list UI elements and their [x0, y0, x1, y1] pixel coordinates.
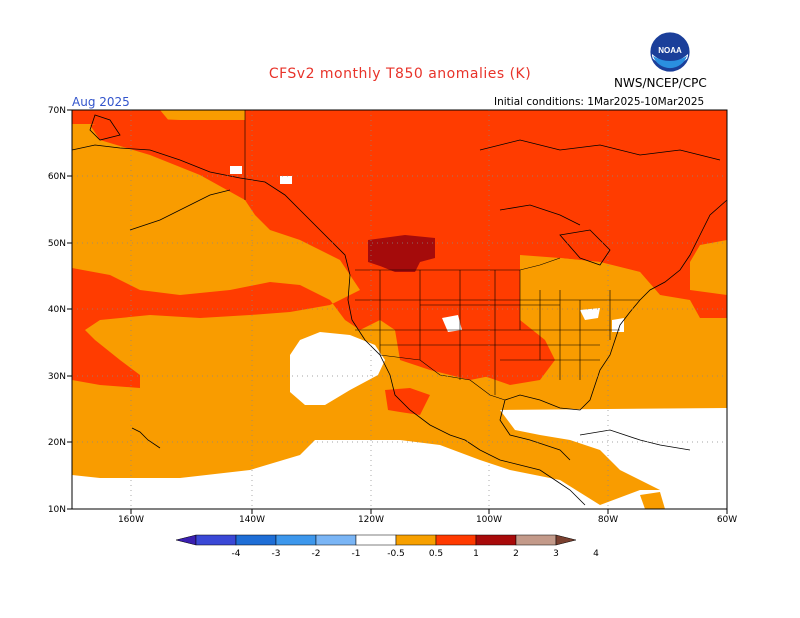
colorbar-tick-label: -3	[272, 549, 281, 559]
axis-ticks	[67, 109, 728, 514]
orange-spot-south-america	[640, 492, 665, 509]
hudson-bay-south	[559, 229, 611, 266]
chart-title: CFSv2 monthly T850 anomalies (K)	[268, 66, 532, 82]
colorbar-swatch	[315, 534, 357, 546]
noaa-logo: NOAA	[650, 32, 690, 72]
colorbar-swatch	[275, 534, 317, 546]
political-borders	[244, 110, 640, 401]
colorbar-swatch	[515, 534, 557, 546]
colorbar-tick-label: 0.5	[429, 549, 443, 559]
longitude-labels: 160W 140W 120W 100W 80W 60W	[118, 515, 737, 525]
colorbar-swatch	[395, 534, 437, 546]
lat-label: 20N	[48, 438, 66, 448]
colorbar-swatch	[195, 534, 237, 546]
arctic-islands	[479, 139, 721, 161]
lon-label: 160W	[118, 515, 144, 525]
latitude-labels: 70N 60N 50N 40N 30N 20N 10N	[48, 106, 66, 515]
us-mexico-border	[379, 354, 506, 401]
state-borders-horizontal	[355, 299, 640, 361]
hawaii	[131, 427, 161, 449]
initial-conditions: Initial conditions: 1Mar2025-10Mar2025	[494, 96, 705, 108]
hudson-bay-west	[499, 204, 581, 226]
white-spot-colorado	[442, 315, 462, 332]
colorbar-tick-label: 4	[593, 549, 599, 559]
forecast-period: Aug 2025	[72, 95, 130, 109]
lon-label: 120W	[358, 515, 384, 525]
white-spot-ohio	[580, 308, 600, 320]
colorbar-arrow-left	[175, 534, 197, 546]
white-region-caribbean	[500, 408, 727, 500]
lon-label: 100W	[476, 515, 502, 525]
colorbar-swatch	[355, 534, 397, 546]
lat-label: 60N	[48, 172, 66, 182]
colorbar-tick-label: -4	[232, 549, 241, 559]
lat-label: 50N	[48, 239, 66, 249]
colorbar-swatch	[475, 534, 517, 546]
coastlines	[71, 114, 728, 506]
us-canada-border	[355, 257, 561, 271]
agency-label: NWS/NCEP/CPC	[614, 76, 707, 90]
logo-text: NOAA	[658, 46, 682, 55]
map-field	[72, 110, 727, 509]
red-orange-region-nw	[72, 110, 170, 124]
pacific-coastline	[71, 144, 586, 506]
white-region-pacific	[290, 332, 385, 405]
red-orange-region-central	[440, 295, 555, 385]
alaska-north-coast	[89, 114, 121, 141]
lat-label: 40N	[48, 305, 66, 315]
lon-label: 60W	[717, 515, 737, 525]
colorbar-tick-label: -1	[352, 549, 361, 559]
dark-red-region	[368, 235, 435, 272]
colorbar-tick-label: 1	[473, 549, 479, 559]
white-region-south	[72, 440, 727, 509]
red-orange-region-mexico	[385, 388, 430, 415]
colorbar-tick-label: -2	[312, 549, 321, 559]
lon-label: 80W	[598, 515, 618, 525]
colorbar-swatch	[435, 534, 477, 546]
white-spot-virginia	[612, 318, 624, 332]
colorbar-arrow-right	[555, 534, 577, 546]
lat-label: 10N	[48, 505, 66, 515]
atlantic-coastline	[504, 199, 728, 411]
aleutian-islands	[129, 189, 231, 231]
lat-label: 30N	[48, 372, 66, 382]
white-spot-alaska-2	[280, 176, 292, 184]
colorbar-tick-label: 3	[553, 549, 559, 559]
white-spot-alaska	[230, 166, 242, 174]
lon-label: 140W	[239, 515, 265, 525]
gulf-coastline	[499, 399, 571, 461]
grid-lines	[72, 110, 727, 509]
colorbar-swatch	[235, 534, 277, 546]
colorbar-tick-label: -0.5	[387, 549, 405, 559]
colorbar: -4 -3 -2 -1 -0.5 0.5 1 2 3 4	[175, 534, 599, 559]
cuba-hispaniola	[579, 429, 691, 451]
colorbar-tick-label: 2	[513, 549, 519, 559]
lat-label: 70N	[48, 106, 66, 116]
